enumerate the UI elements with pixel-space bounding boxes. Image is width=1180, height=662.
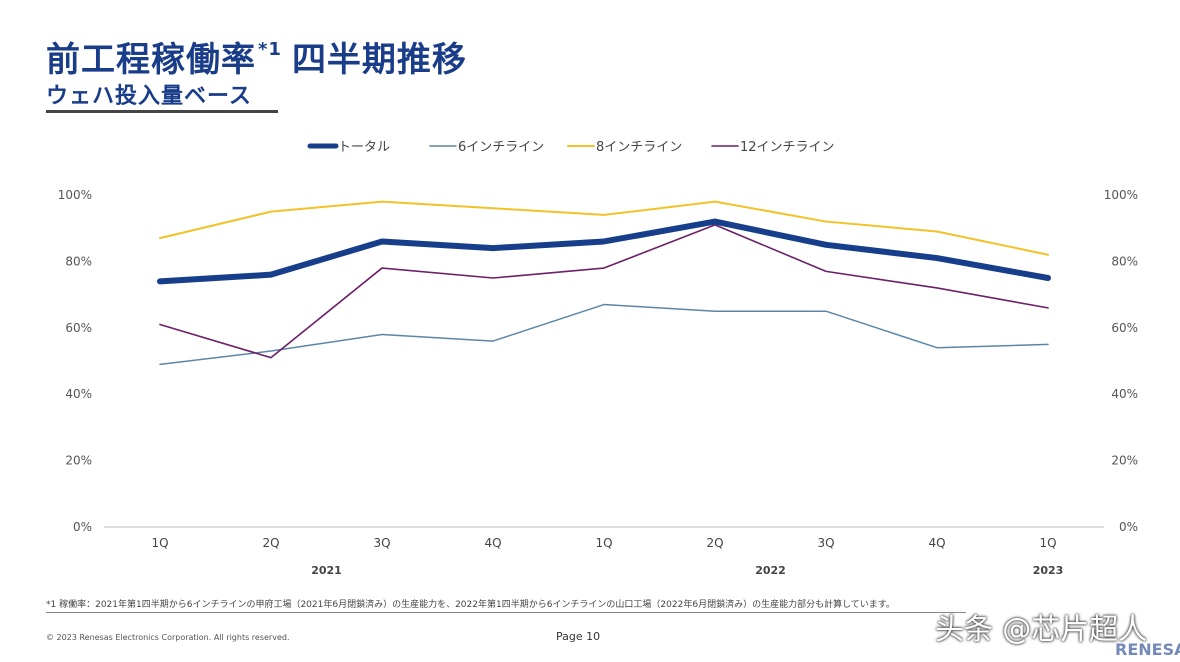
x-tick-label: 3Q (817, 536, 834, 550)
x-tick-label: 3Q (373, 536, 390, 550)
title-footnote-mark: *1 (258, 38, 282, 60)
brand-logo: RENESAS (1115, 640, 1180, 659)
x-tick-label: 2Q (262, 536, 279, 550)
page-subtitle: ウェハ投入量ベース (46, 84, 252, 109)
page-title: 前工程稼働率 *1 四半期推移 (46, 32, 467, 81)
x-year-label: 2021 (311, 564, 342, 577)
footnote: *1 稼働率：2021年第1四半期から6インチラインの甲府工場（2021年6月閉… (46, 600, 895, 610)
y-tick-label-right: 20% (1111, 454, 1138, 468)
y-tick-label-left: 20% (65, 454, 92, 468)
x-tick-label: 4Q (484, 536, 501, 550)
footer-divider (46, 612, 966, 613)
x-tick-label: 1Q (1039, 536, 1056, 550)
title-main: 前工程稼働率 (46, 40, 256, 80)
y-tick-label-left: 100% (58, 188, 92, 202)
line-chart: 0% 0% 20% 20% 40% 40% 60% 60% 80% 80% 100% 100% 1Q 2Q… (58, 140, 1138, 577)
legend-label: トータル (338, 140, 390, 155)
y-tick-label-left: 40% (65, 387, 92, 401)
series-line (157, 218, 1051, 285)
y-tick-label-right: 0% (1119, 520, 1138, 534)
y-tick-label-left: 0% (73, 520, 92, 534)
x-tick-label: 2Q (706, 536, 723, 550)
copyright: © 2023 Renesas Electronics Corporation. … (46, 633, 290, 642)
y-tick-label-right: 100% (1104, 188, 1138, 202)
series-line (159, 200, 1049, 256)
title-divider (46, 110, 278, 113)
legend-label: 8インチライン (596, 140, 682, 155)
title-rest: 四半期推移 (291, 40, 467, 80)
legend-label: 6インチライン (458, 140, 544, 155)
y-tick-label-right: 80% (1111, 254, 1138, 268)
y-tick-label-right: 40% (1111, 387, 1138, 401)
series-line (159, 224, 1049, 359)
page-number: Page 10 (556, 630, 601, 643)
x-year-label: 2022 (755, 564, 786, 577)
y-tick-label-right: 60% (1111, 321, 1138, 335)
x-tick-label: 4Q (928, 536, 945, 550)
y-tick-label-left: 60% (65, 321, 92, 335)
x-tick-label: 1Q (151, 536, 168, 550)
x-year-label: 2023 (1033, 564, 1064, 577)
x-tick-label: 1Q (595, 536, 612, 550)
legend-label: 12インチライン (740, 140, 835, 155)
watermark: 头条 @芯片超人 (935, 612, 1148, 646)
series-line (159, 303, 1049, 366)
y-tick-label-left: 80% (65, 254, 92, 268)
